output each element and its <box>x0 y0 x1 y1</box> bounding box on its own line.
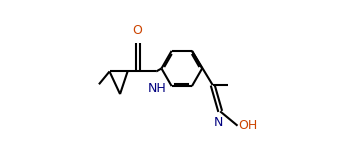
Text: O: O <box>132 24 142 37</box>
Text: N: N <box>214 116 223 129</box>
Text: OH: OH <box>239 119 258 132</box>
Text: NH: NH <box>147 82 166 95</box>
